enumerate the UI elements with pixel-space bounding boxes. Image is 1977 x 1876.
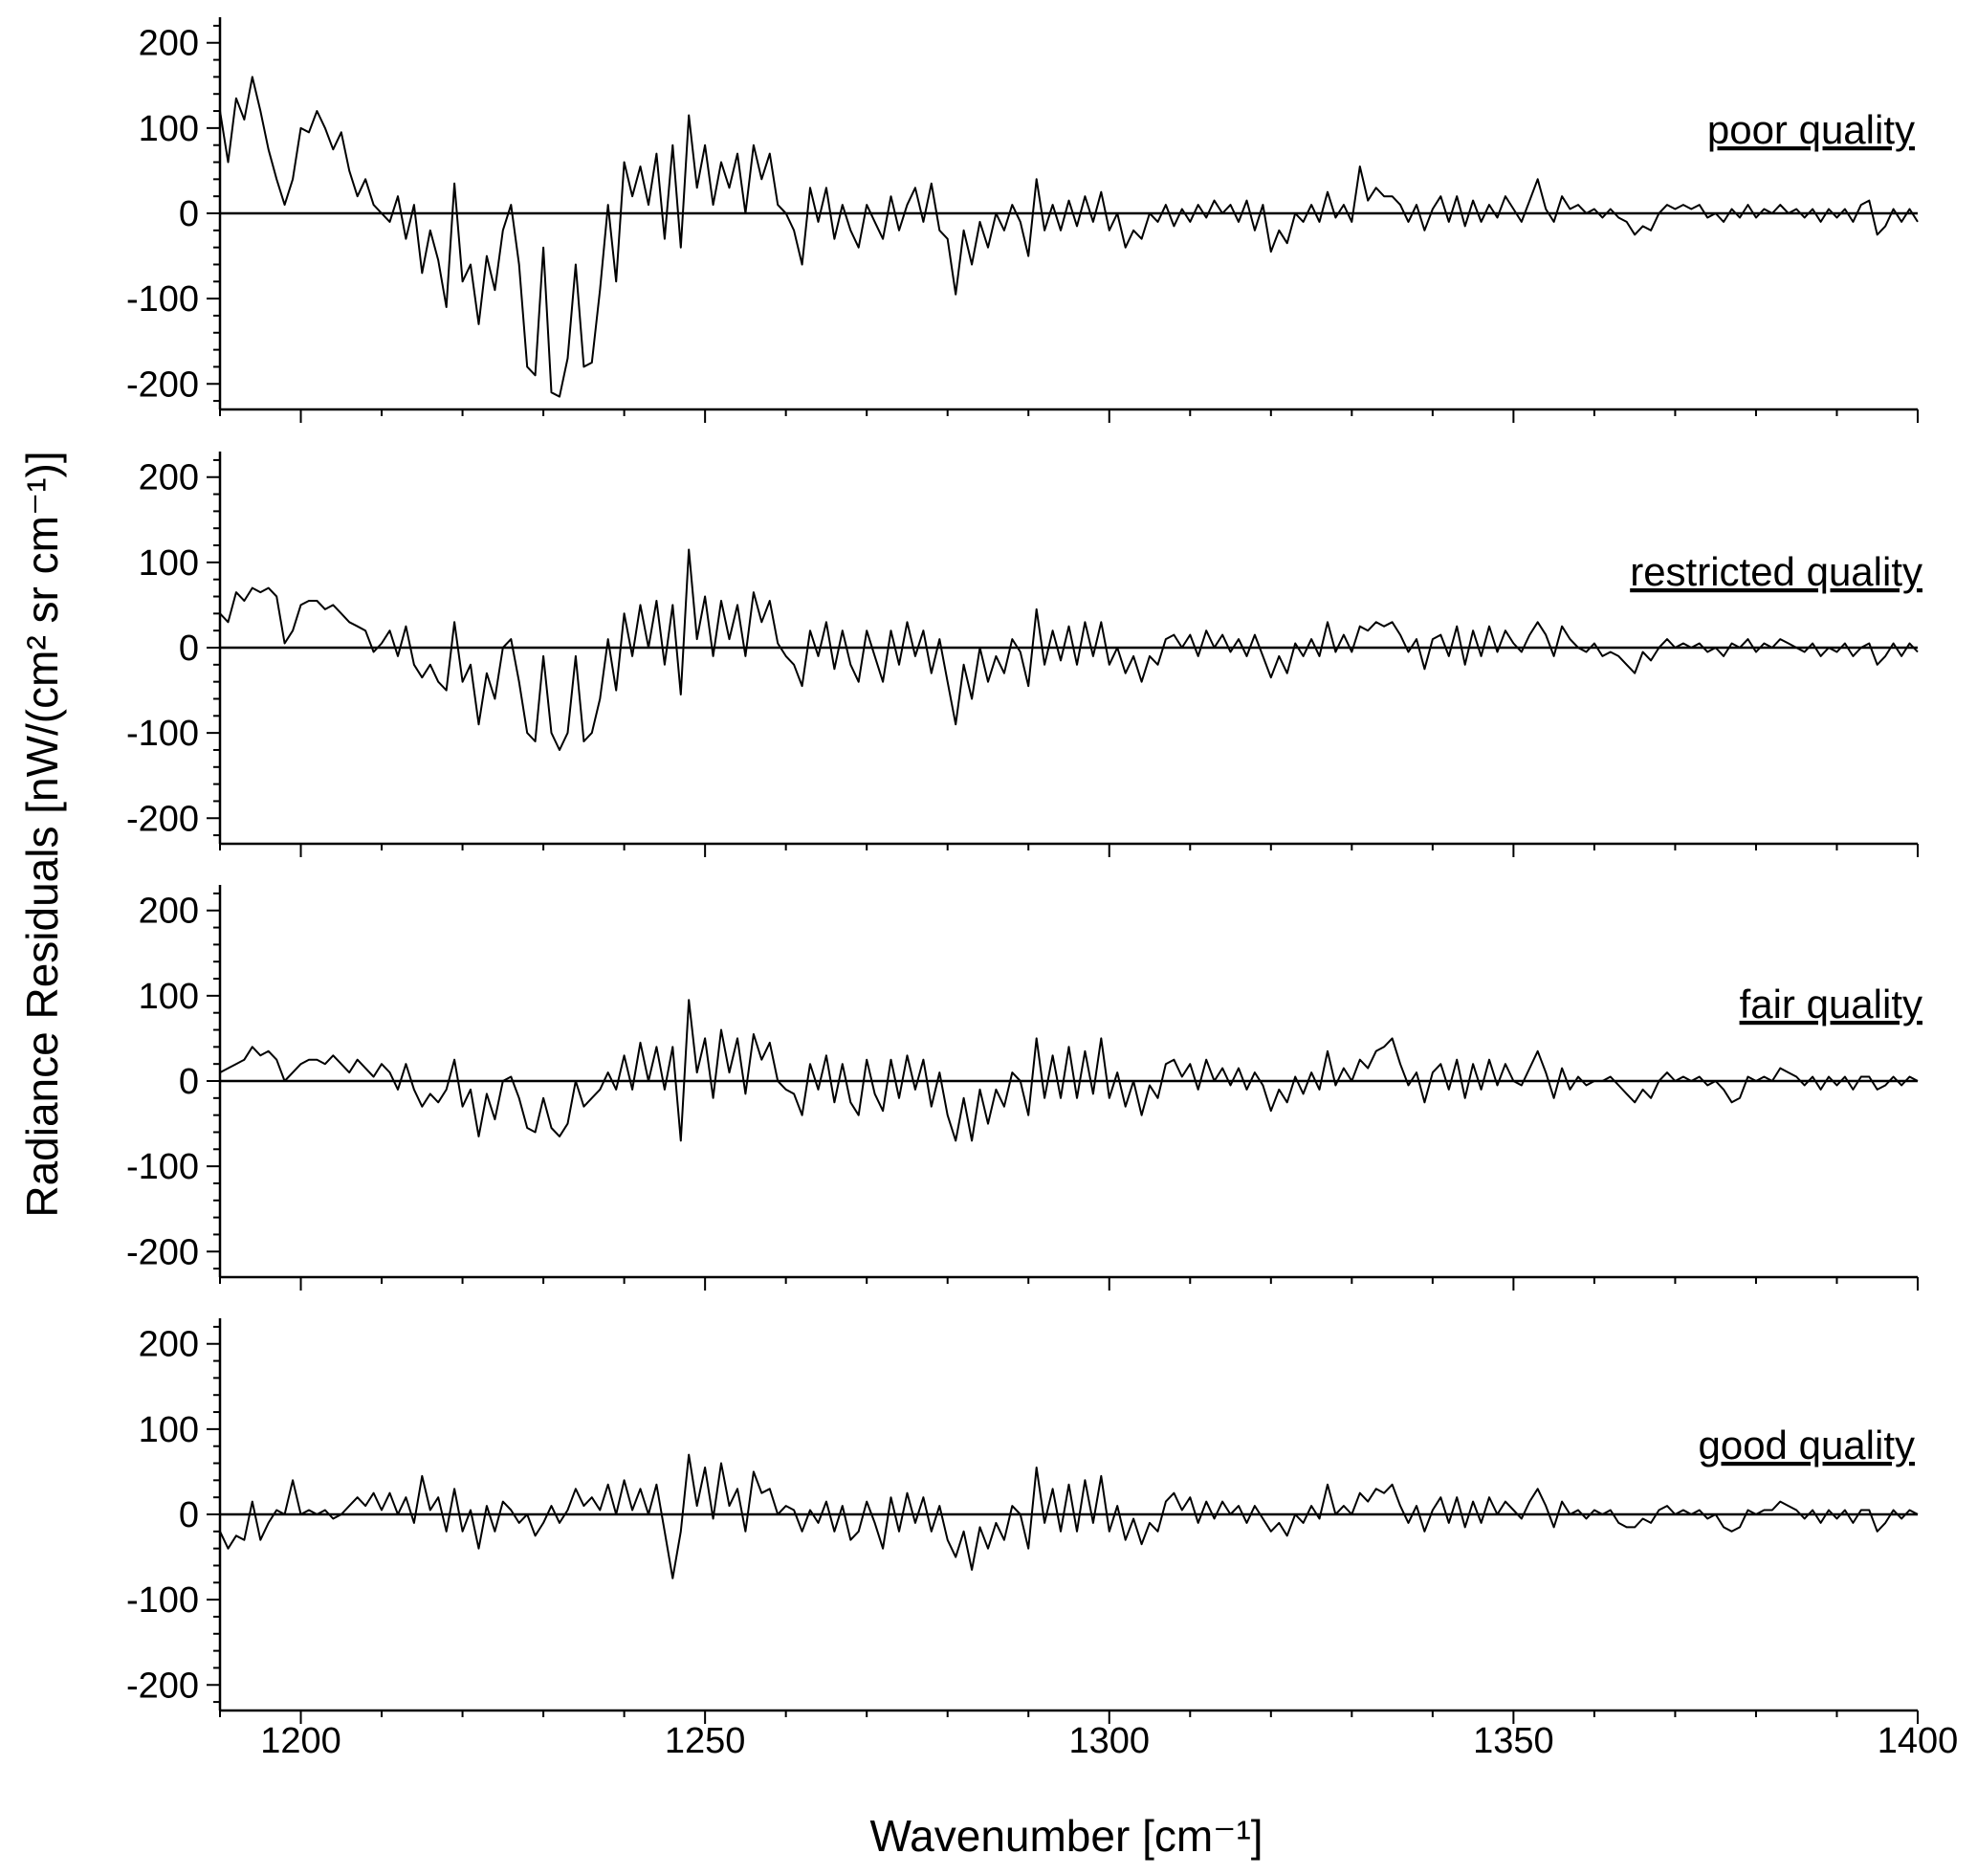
panel-label: fair quality bbox=[1740, 982, 1922, 1026]
x-axis-title: Wavenumber [cm⁻¹] bbox=[869, 1811, 1263, 1861]
y-tick-label: 200 bbox=[139, 892, 199, 932]
x-tick-label: 1400 bbox=[1878, 1721, 1959, 1761]
y-tick-label: -100 bbox=[126, 1147, 199, 1187]
series-line bbox=[219, 548, 1919, 751]
y-tick-label: -100 bbox=[126, 1580, 199, 1621]
y-tick-label: 100 bbox=[139, 109, 199, 149]
y-axis-title: Radiance Residuals [nW/(cm² sr cm⁻¹)] bbox=[17, 451, 67, 1217]
y-tick-label: 0 bbox=[179, 629, 199, 669]
y-tick-label: -200 bbox=[126, 799, 199, 839]
y-tick-label: -100 bbox=[126, 279, 199, 320]
series-line bbox=[219, 1453, 1919, 1579]
x-tick-label: 1250 bbox=[665, 1721, 746, 1761]
series-line bbox=[219, 76, 1919, 398]
y-tick-label: 200 bbox=[139, 24, 199, 64]
series-line bbox=[219, 999, 1919, 1142]
y-tick-label: 200 bbox=[139, 1325, 199, 1365]
y-tick-label: 100 bbox=[139, 543, 199, 584]
y-tick-label: 0 bbox=[179, 1495, 199, 1535]
y-tick-label: 100 bbox=[139, 1410, 199, 1450]
y-tick-label: -200 bbox=[126, 364, 199, 405]
y-tick-label: -100 bbox=[126, 714, 199, 754]
panel-fair-quality: 200 100 0 -100 -200 fair quality bbox=[126, 885, 1922, 1291]
panel-label: good quality bbox=[1698, 1423, 1915, 1468]
y-tick-label: 100 bbox=[139, 977, 199, 1017]
panel-label: poor quality bbox=[1707, 107, 1915, 152]
x-tick-label: 1350 bbox=[1473, 1721, 1554, 1761]
panel-restricted-quality: 200 100 0 -100 -200 restricted quality bbox=[126, 452, 1922, 857]
y-tick-label: -200 bbox=[126, 1666, 199, 1706]
panels-group: 200 100 0 -100 -200 poor quality 200 100 0 -100 -2… bbox=[126, 17, 1922, 1724]
x-tick-label: 1300 bbox=[1068, 1721, 1150, 1761]
panel-label: restricted quality bbox=[1630, 549, 1922, 594]
y-tick-label: 0 bbox=[179, 1062, 199, 1102]
panel-poor-quality: 200 100 0 -100 -200 poor quality bbox=[126, 17, 1919, 423]
panel-good-quality: 200 100 0 -100 -200 good quality bbox=[126, 1318, 1919, 1724]
x-tick-label: 1200 bbox=[260, 1721, 341, 1761]
y-tick-label: 200 bbox=[139, 458, 199, 498]
y-tick-label: 0 bbox=[179, 194, 199, 234]
y-tick-label: -200 bbox=[126, 1232, 199, 1272]
x-axis-tick-labels: 1200 1250 1300 1350 1400 bbox=[260, 1721, 1958, 1761]
